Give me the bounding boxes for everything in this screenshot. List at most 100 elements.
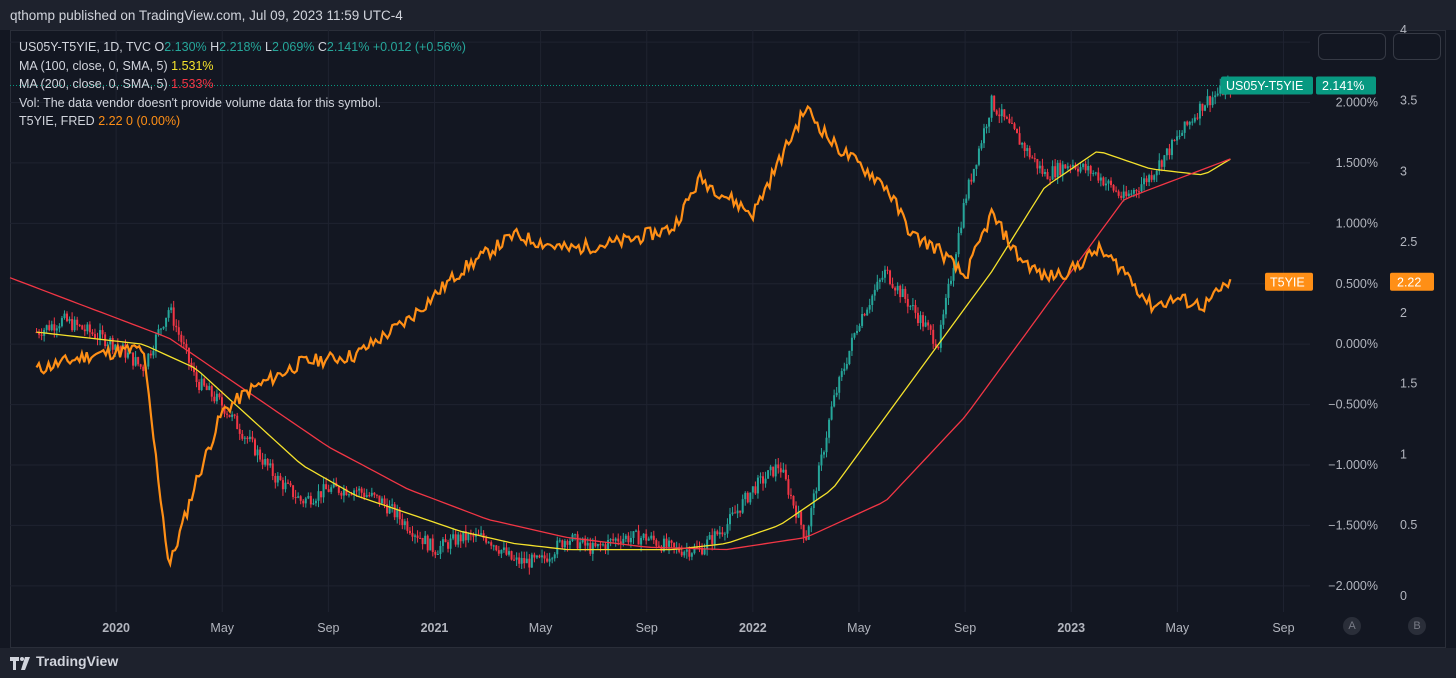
candle-body <box>822 452 825 455</box>
candle-body <box>276 475 279 483</box>
candle-body <box>60 318 63 327</box>
candle-body <box>1043 172 1046 174</box>
candle-body <box>317 491 320 501</box>
x-tick-label: Sep <box>1272 621 1294 635</box>
candle-body <box>1013 123 1016 129</box>
candle-body <box>462 530 465 542</box>
x-tick-label: Sep <box>636 621 658 635</box>
chart-canvas[interactable]: 2.500%2.000%1.500%1.000%0.500%0.000%−0.5… <box>0 0 1456 648</box>
tradingview-logo-icon <box>10 657 30 670</box>
candle-body <box>805 537 808 540</box>
candle-body <box>782 469 785 473</box>
candle-body <box>330 487 333 492</box>
candle-body <box>777 464 780 469</box>
candle-body <box>1018 133 1021 145</box>
chart-toolbar-button-1[interactable] <box>1318 33 1386 60</box>
candle-body <box>929 325 932 330</box>
candle-body <box>896 285 899 291</box>
candle-body <box>175 325 178 328</box>
y-right-tick-label: 3 <box>1400 164 1407 178</box>
y-right-tick-label: 0.5 <box>1400 518 1417 532</box>
candle-body <box>599 543 602 546</box>
candle-body <box>530 554 533 568</box>
candle-body <box>701 547 704 555</box>
candle-body <box>769 466 772 471</box>
candle-body <box>396 509 399 518</box>
candle-body <box>746 492 749 503</box>
candle-body <box>218 393 221 398</box>
candle-body <box>1059 162 1062 176</box>
chart-toolbar-button-2[interactable] <box>1393 33 1441 60</box>
candle-body <box>1137 191 1140 193</box>
y-left-tick-label: 0.000% <box>1336 337 1378 351</box>
candle-body <box>787 479 790 495</box>
candle-body <box>525 558 528 564</box>
candle-body <box>251 436 254 440</box>
candle-body <box>980 143 983 149</box>
candle-body <box>607 540 610 550</box>
candle-body <box>759 476 762 478</box>
y-right-tick-label: 4 <box>1400 23 1407 37</box>
candle-body <box>500 549 503 554</box>
candle-body <box>497 550 500 554</box>
candle-body <box>1016 128 1019 134</box>
candle-body <box>568 540 571 545</box>
scale-b-button[interactable]: B <box>1408 617 1426 635</box>
candle-body <box>835 392 838 396</box>
candle-body <box>114 344 117 350</box>
candle-body <box>800 511 803 525</box>
candle-body <box>1089 165 1092 174</box>
candle-body <box>505 547 508 555</box>
candle-body <box>154 334 157 352</box>
candle-body <box>698 547 701 549</box>
candle-body <box>38 332 41 335</box>
candle-body <box>1181 132 1184 136</box>
candle-body <box>533 554 536 558</box>
candle-body <box>1145 178 1148 183</box>
x-tick-label: 2021 <box>421 621 449 635</box>
legend-main-series[interactable]: US05Y-T5YIE, 1D, TVC O2.130% H2.218% L2.… <box>19 38 466 57</box>
candle-body <box>172 307 175 326</box>
candle-body <box>241 433 244 439</box>
candle-body <box>1130 193 1133 195</box>
candle-body <box>751 486 754 493</box>
candle-body <box>947 283 950 298</box>
candle-body <box>718 532 721 535</box>
legend-t5yie[interactable]: T5YIE, FRED 2.22 0 (0.00%) <box>19 112 466 131</box>
candle-body <box>624 535 627 539</box>
candle-body <box>886 269 889 271</box>
legend-ma200[interactable]: MA (200, close, 0, SMA, 5) 1.533% <box>19 75 466 94</box>
candle-body <box>416 535 419 538</box>
candle-body <box>457 534 460 545</box>
candle-body <box>640 537 643 545</box>
auto-scale-button[interactable]: A <box>1343 617 1361 635</box>
candle-body <box>292 485 295 497</box>
candle-body <box>873 289 876 296</box>
candle-body <box>1082 163 1085 168</box>
legend-ma100[interactable]: MA (100, close, 0, SMA, 5) 1.531% <box>19 57 466 76</box>
candle-body <box>721 532 724 535</box>
candle-body <box>195 372 198 382</box>
candle-body <box>177 327 180 335</box>
chart-pane[interactable] <box>10 30 1446 648</box>
candle-body <box>243 437 246 439</box>
candle-body <box>289 483 292 486</box>
candle-body <box>741 499 744 513</box>
candle-body <box>185 343 188 348</box>
candle-body <box>919 315 922 324</box>
candle-body <box>858 325 861 331</box>
legend-volume[interactable]: Vol: The data vendor doesn't provide vol… <box>19 94 466 113</box>
candle-body <box>604 544 607 550</box>
candle-body <box>1099 177 1102 181</box>
candle-body <box>1155 170 1158 176</box>
candle-body <box>1071 164 1074 167</box>
x-tick-label: May <box>210 621 234 635</box>
candle-body <box>71 319 74 331</box>
candle-body <box>965 198 968 204</box>
candle-body <box>708 535 711 540</box>
candle-body <box>983 128 986 144</box>
candle-body <box>546 558 549 562</box>
candle-body <box>208 386 211 391</box>
legend-close-label: C <box>317 40 327 54</box>
candle-body <box>713 531 716 545</box>
